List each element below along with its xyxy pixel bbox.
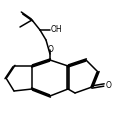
Text: O: O	[106, 80, 112, 89]
Text: OH: OH	[51, 25, 63, 34]
Text: O: O	[48, 46, 54, 55]
